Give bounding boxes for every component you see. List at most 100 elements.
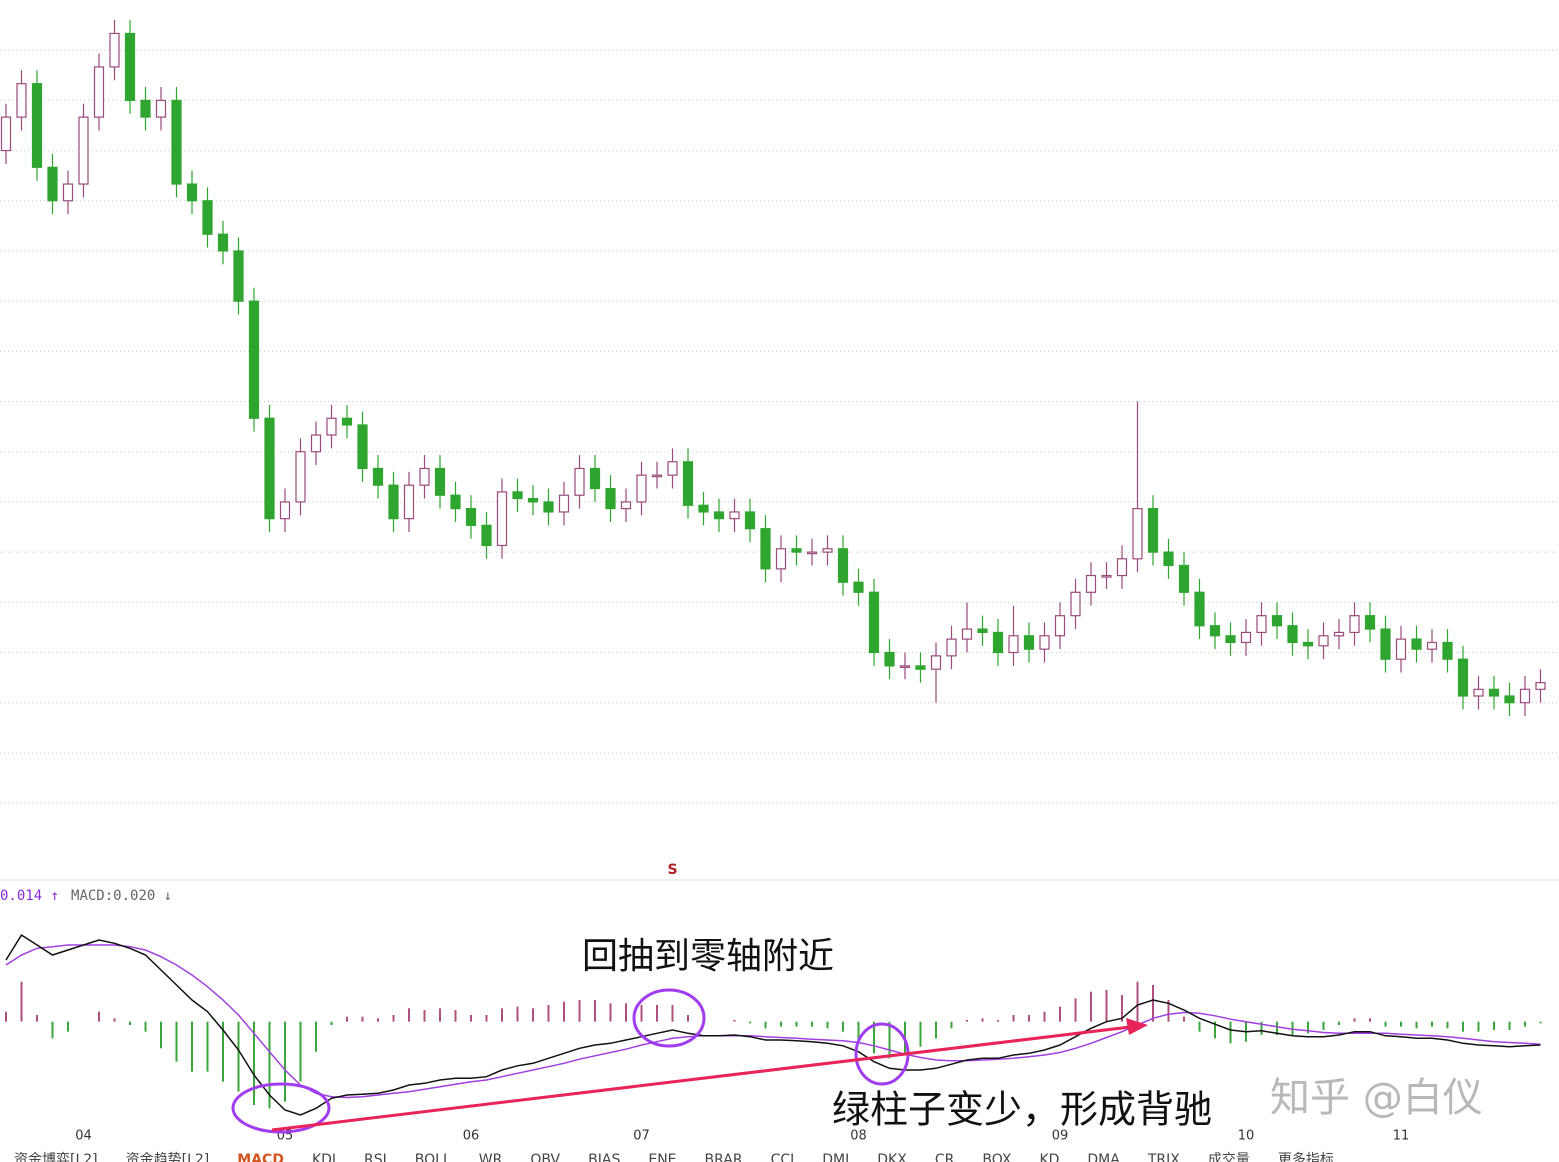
candle-body [233,250,244,302]
candle-body [1085,574,1097,593]
candle-body [682,461,694,506]
indicator-tab[interactable]: MACD [237,1152,284,1162]
arrow-head [1126,1018,1148,1035]
indicator-tab[interactable]: BRAR [705,1152,743,1162]
candle-body [1488,688,1500,697]
candle-body [155,99,167,118]
candle-body [1039,635,1050,650]
highlight-circle [632,988,706,1048]
candle-body [884,651,895,667]
candle-body [16,83,27,118]
candle-body [1426,641,1438,650]
candle-body [1008,635,1019,654]
candle-body [1225,635,1236,644]
candle-body [1178,564,1190,593]
indicator-tab[interactable]: BOLL [415,1152,451,1162]
watermark: 知乎 @白仪 [1270,1075,1483,1121]
candle-body [295,451,306,503]
candle-body [372,467,384,486]
indicator-tabs: 资金博弈[L2] 资金趋势[L2] MACD KDJ RSI BOLL WR OBV BIAS E… [14,1151,1334,1162]
indicator-legend: MACD:0.020 ↓ [71,888,172,904]
candle-body [558,494,570,513]
x-tick-label: 08 [850,1129,867,1144]
indicator-tab[interactable]: TRIX [1147,1152,1180,1162]
candle-body [1163,551,1174,567]
candle-body [1023,635,1035,650]
indicator-tab[interactable]: WR [479,1152,503,1162]
candle-body [992,631,1004,654]
candle-body [0,116,12,152]
candle-body [1256,615,1267,634]
candle-body [403,484,415,520]
indicator-tab[interactable]: DKX [877,1152,907,1162]
candle-body [651,474,663,478]
x-tick-label: 11 [1393,1129,1410,1144]
candle-body [419,467,430,486]
candle-body [806,551,818,555]
candle-body [1132,508,1143,560]
candle-body [1380,628,1391,660]
indicator-tab[interactable]: CR [935,1152,955,1162]
candle-body [729,511,740,520]
candle-body [698,504,709,513]
candle-body [868,591,880,654]
indicator-tab[interactable]: CCI [771,1152,795,1162]
candle-body [326,417,337,436]
indicator-tab[interactable]: 资金博弈[L2] [14,1151,98,1162]
candle-body [31,83,43,168]
indicator-tab[interactable]: 成交量 [1208,1151,1250,1162]
candle-body [605,487,616,510]
indicator-legend: 0.014 ↑ [0,888,59,904]
candle-body [124,32,136,101]
candle-body [961,628,973,640]
candle-body [140,99,151,118]
candle-body [574,467,585,496]
candle-body [109,32,120,68]
candle-body [171,99,182,185]
candle-body [310,434,322,453]
candle-body [1457,658,1469,697]
candle-body [543,501,554,513]
candle-body [202,200,213,235]
candle-body [434,467,446,496]
indicator-tab[interactable]: BOX [982,1152,1011,1162]
candle-body [512,491,523,500]
x-tick-label: 10 [1238,1129,1255,1144]
candle-body [279,501,291,520]
candle-body [264,417,275,520]
indicator-tab[interactable]: KDJ [312,1152,336,1162]
candle-body [450,494,461,510]
indicator-tab[interactable]: BIAS [588,1152,620,1162]
candle-body [1209,625,1221,637]
indicator-tab[interactable]: 更多指标 [1278,1151,1334,1162]
indicator-tab[interactable]: RSI [364,1152,387,1162]
candle-body [620,501,632,510]
price-panel: S [0,20,1546,878]
candle-body [977,628,988,634]
candle-body [791,548,802,553]
x-tick-label: 06 [463,1129,480,1144]
annotation: 回抽到零轴附近 [582,936,834,977]
indicator-tab[interactable]: DMA [1087,1152,1120,1162]
indicator-tab[interactable]: OBV [530,1152,560,1162]
indicator-tab[interactable]: ENE [648,1152,676,1162]
candle-body [496,491,508,547]
indicator-tab[interactable]: 资金趋势[L2] [126,1152,210,1162]
candle-body [837,548,849,583]
indicator-tab[interactable]: DMI [822,1152,849,1162]
candle-body [636,474,647,503]
trend-arrow [271,1025,1131,1132]
candle-body [481,524,492,547]
candle-body [1101,574,1112,578]
dea-line [5,944,1541,1099]
candle-body [1271,615,1283,627]
candle-body [899,665,911,668]
indicator-tab[interactable]: KD [1039,1152,1059,1162]
candle-body [1504,695,1515,704]
candle-body [217,233,229,252]
candle-body [357,424,368,470]
candle-body [465,508,477,526]
candle-body [744,511,756,530]
candle-body [1116,558,1128,577]
